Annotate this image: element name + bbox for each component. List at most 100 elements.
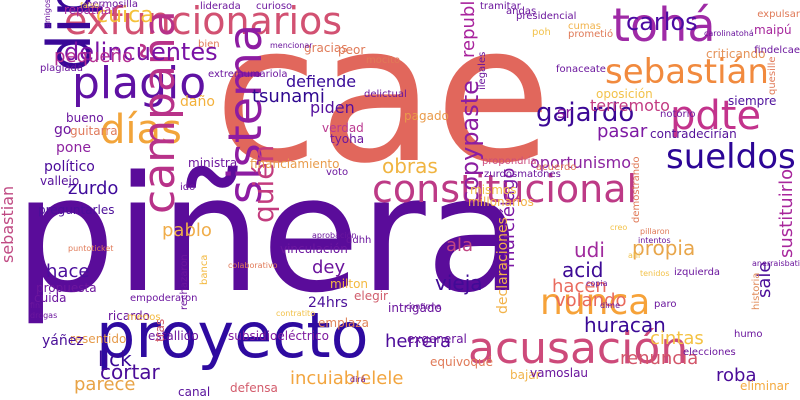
cloud-word: confirma — [406, 302, 442, 311]
cloud-word: repatriar — [64, 3, 117, 17]
cloud-word: tsunami — [252, 86, 325, 107]
cloud-word: pillaron — [640, 227, 670, 236]
cloud-word: canal — [178, 385, 211, 399]
cloud-word: guitarra — [70, 124, 118, 138]
cloud-word: milton — [330, 277, 369, 291]
cloud-word: propondría — [482, 156, 537, 167]
cloud-word: defensa — [230, 381, 278, 395]
cloud-word: vallejo — [40, 174, 80, 188]
cloud-word: historia — [751, 272, 762, 310]
cloud-word: ricardo — [108, 309, 150, 323]
cloud-word: sebastian — [0, 185, 17, 263]
cloud-word: amigosdebastianpiñeran — [43, 0, 52, 28]
cloud-word: siempre — [728, 94, 777, 108]
cloud-word: sueldos — [666, 137, 796, 177]
cloud-word: humo — [734, 329, 763, 340]
cloud-word: liderada — [200, 1, 241, 12]
cloud-word: estallido — [148, 329, 199, 343]
cloud-word: udi — [574, 238, 605, 262]
cloud-word: nunca — [540, 282, 651, 323]
cloud-word: presidencial — [516, 11, 577, 22]
cloud-word: bueno — [66, 111, 104, 125]
cloud-word: ahí — [628, 251, 641, 260]
cloud-word: obras — [382, 154, 438, 178]
cloud-word: días — [100, 107, 182, 153]
cloud-word: cortar — [100, 360, 160, 384]
cloud-word: cae — [214, 0, 552, 205]
cloud-word: puntoticket — [68, 244, 114, 253]
cloud-word: dey — [312, 257, 346, 278]
cloud-word: intentos — [638, 236, 671, 245]
cloud-word: prometió — [568, 29, 614, 40]
cloud-word: curioso — [256, 1, 293, 12]
cloud-word: pone — [56, 140, 91, 156]
cloud-word: zurdo — [68, 178, 119, 199]
cloud-word: mocito — [366, 55, 401, 66]
cloud-word: aprobación — [312, 231, 357, 240]
cloud-word: resentido — [70, 332, 127, 346]
cloud-word: millonarios — [468, 195, 534, 209]
cloud-word: piñera — [14, 141, 524, 328]
cloud-word: plagio — [72, 58, 207, 109]
cloud-word: ido — [180, 182, 196, 193]
cloud-word: andas — [506, 6, 537, 17]
cloud-word: oposición — [596, 87, 653, 101]
cloud-word: izquierda — [674, 267, 721, 278]
cloud-word: elecciones — [683, 347, 736, 358]
cloud-word: daño — [180, 94, 215, 110]
cloud-word: acid — [562, 258, 604, 282]
cloud-word: tyoha — [330, 132, 365, 146]
cloud-word: maipú — [754, 23, 792, 37]
cloud-word: subsidioeléctrico — [228, 329, 329, 343]
cloud-word: criticando — [706, 47, 766, 61]
cloud-word: extremum — [208, 69, 260, 80]
cloud-word: voto — [326, 167, 349, 178]
cloud-word: peor — [338, 43, 366, 57]
cloud-word: pagado — [404, 109, 449, 123]
cloud-word: volando — [555, 290, 627, 311]
cloud-word: drogas — [30, 311, 58, 320]
cloud-word: elegir — [354, 289, 388, 303]
cloud-word: fonaceate — [556, 64, 606, 75]
cloud-word: menos — [127, 312, 161, 323]
cloud-word: mencionar — [270, 41, 313, 50]
cloud-word: propuesta — [36, 281, 97, 295]
cloud-word: ilegales — [477, 51, 488, 90]
cloud-word: tenidos — [640, 269, 670, 278]
cloud-word: defiende — [286, 72, 357, 91]
cloud-word: eliminar — [740, 379, 789, 393]
cloud-word: sr — [557, 103, 572, 122]
cloud-word: tohá — [612, 0, 716, 52]
cloud-word: hace — [46, 261, 90, 282]
cloud-word: roba — [716, 365, 757, 386]
cloud-word: fin — [30, 301, 41, 310]
cloud-word: pdte — [670, 93, 762, 139]
cloud-word: cumas — [568, 21, 601, 32]
cloud-word: republicanos — [458, 0, 479, 58]
cloud-word: dirá — [350, 375, 366, 384]
cloud-word: político — [44, 159, 95, 175]
cloud-word: cariola — [254, 69, 288, 80]
cloud-word: gajardo — [536, 98, 635, 128]
cloud-word: banca — [199, 254, 210, 285]
cloud-word: oportunismo — [530, 153, 632, 172]
cloud-word: incuiablelele — [290, 368, 404, 389]
cloud-word: anerraisbati — [752, 259, 800, 268]
cloud-word: renuncia — [620, 348, 699, 369]
cloud-word: terremoto — [590, 96, 670, 115]
cloud-word: colaborativo — [228, 261, 278, 270]
cloud-word: vinculación — [280, 242, 348, 256]
cloud-word: creo — [610, 223, 628, 232]
cloud-word: lick — [98, 347, 132, 371]
cloud-word: cuida — [34, 291, 67, 305]
cloud-word: plagiada — [40, 63, 83, 74]
cloud-word: vieja — [435, 271, 483, 295]
cloud-word: cuica — [96, 3, 154, 28]
cloud-word: equivoqué — [430, 355, 493, 369]
cloud-word: vamoslau — [530, 366, 589, 380]
cloud-word: contratito — [276, 309, 316, 318]
cloud-word: zurdosmatones — [484, 169, 561, 180]
cloud-word: expulsar — [757, 9, 800, 20]
cloud-word: tramitar — [480, 1, 521, 12]
